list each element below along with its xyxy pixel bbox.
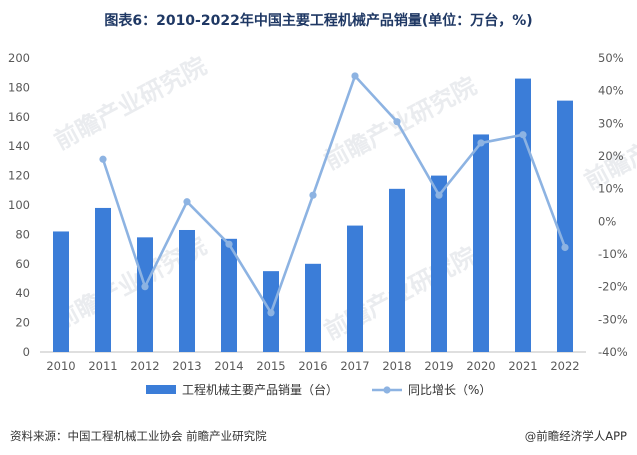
bar-2019	[431, 175, 447, 352]
y-right-tick-label: 30%	[598, 116, 624, 130]
source-note: 资料来源：中国工程机械工业协会 前瞻产业研究院	[10, 429, 267, 443]
bar-2022	[557, 100, 573, 352]
x-tick-label: 2021	[508, 359, 537, 373]
growth-point-2011	[99, 155, 107, 163]
x-tick-label: 2019	[424, 359, 453, 373]
x-tick-label: 2017	[340, 359, 369, 373]
growth-point-2020	[477, 139, 485, 147]
bar-2010	[53, 231, 69, 352]
x-tick-label: 2022	[550, 359, 579, 373]
x-tick-label: 2010	[46, 359, 75, 373]
y-left-tick-label: 80	[15, 227, 30, 241]
legend-line-label: 同比增长（%）	[408, 383, 491, 397]
y-right-tick-label: -20%	[598, 280, 628, 294]
growth-point-2016	[309, 191, 317, 199]
bar-2017	[347, 225, 363, 352]
legend-bar-swatch	[146, 385, 176, 394]
y-right-tick-label: 20%	[598, 149, 624, 163]
x-tick-label: 2016	[298, 359, 327, 373]
growth-point-2019	[435, 191, 443, 199]
y-left-tick-label: 180	[8, 80, 30, 94]
y-right-tick-label: 10%	[598, 182, 624, 196]
bar-2011	[95, 207, 111, 352]
bar-2012	[137, 237, 153, 352]
growth-point-2022	[561, 243, 569, 252]
y-right-tick-label: 50%	[598, 51, 624, 65]
chart-title: 图表6：2010-2022年中国主要工程机械产品销量(单位：万台，%)	[104, 13, 533, 29]
bar-2014	[221, 238, 237, 352]
legend-bar-label: 工程机械主要产品销量（台）	[182, 382, 338, 397]
growth-point-2021	[519, 131, 527, 139]
growth-point-2015	[267, 309, 275, 317]
credit-note: @前瞻经济学人APP	[524, 429, 627, 443]
bar-2018	[389, 188, 405, 352]
y-right-tick-label: -10%	[598, 247, 628, 261]
growth-point-2013	[183, 198, 191, 206]
y-right-tick-label: 40%	[598, 84, 624, 98]
y-left-tick-label: 0	[23, 345, 30, 359]
bar-2013	[179, 229, 195, 352]
growth-point-2017	[351, 72, 359, 80]
y-left-tick-label: 140	[8, 139, 30, 153]
bar-2021	[515, 78, 531, 352]
y-left-tick-label: 160	[8, 110, 30, 124]
watermark-text: 前瞻产业研究院	[50, 52, 211, 156]
y-right-tick-label: -40%	[598, 345, 628, 359]
x-tick-label: 2014	[214, 359, 243, 373]
growth-point-2012	[141, 283, 149, 291]
y-left-tick-label: 200	[8, 51, 30, 65]
growth-point-2014	[225, 240, 233, 248]
y-left-tick-label: 60	[15, 257, 30, 271]
x-tick-label: 2018	[382, 359, 411, 373]
x-tick-label: 2015	[256, 359, 285, 373]
y-left-tick-label: 120	[8, 169, 30, 183]
y-left-tick-label: 40	[15, 286, 30, 300]
x-tick-label: 2012	[130, 359, 159, 373]
x-tick-label: 2011	[88, 359, 117, 373]
y-right-tick-label: -30%	[598, 312, 628, 326]
watermark-text: 前瞻产业研究院	[580, 92, 637, 196]
bar-2016	[305, 263, 321, 352]
growth-point-2018	[393, 118, 401, 126]
x-tick-label: 2020	[466, 359, 495, 373]
legend-line-marker	[383, 386, 391, 394]
bar-2020	[473, 134, 489, 352]
x-tick-label: 2013	[172, 359, 201, 373]
y-left-tick-label: 20	[15, 316, 30, 330]
y-right-tick-label: 0%	[598, 214, 616, 228]
growth-line	[101, 73, 567, 316]
watermark-text: 前瞻产业研究院	[320, 72, 481, 176]
y-left-tick-label: 100	[8, 198, 30, 212]
